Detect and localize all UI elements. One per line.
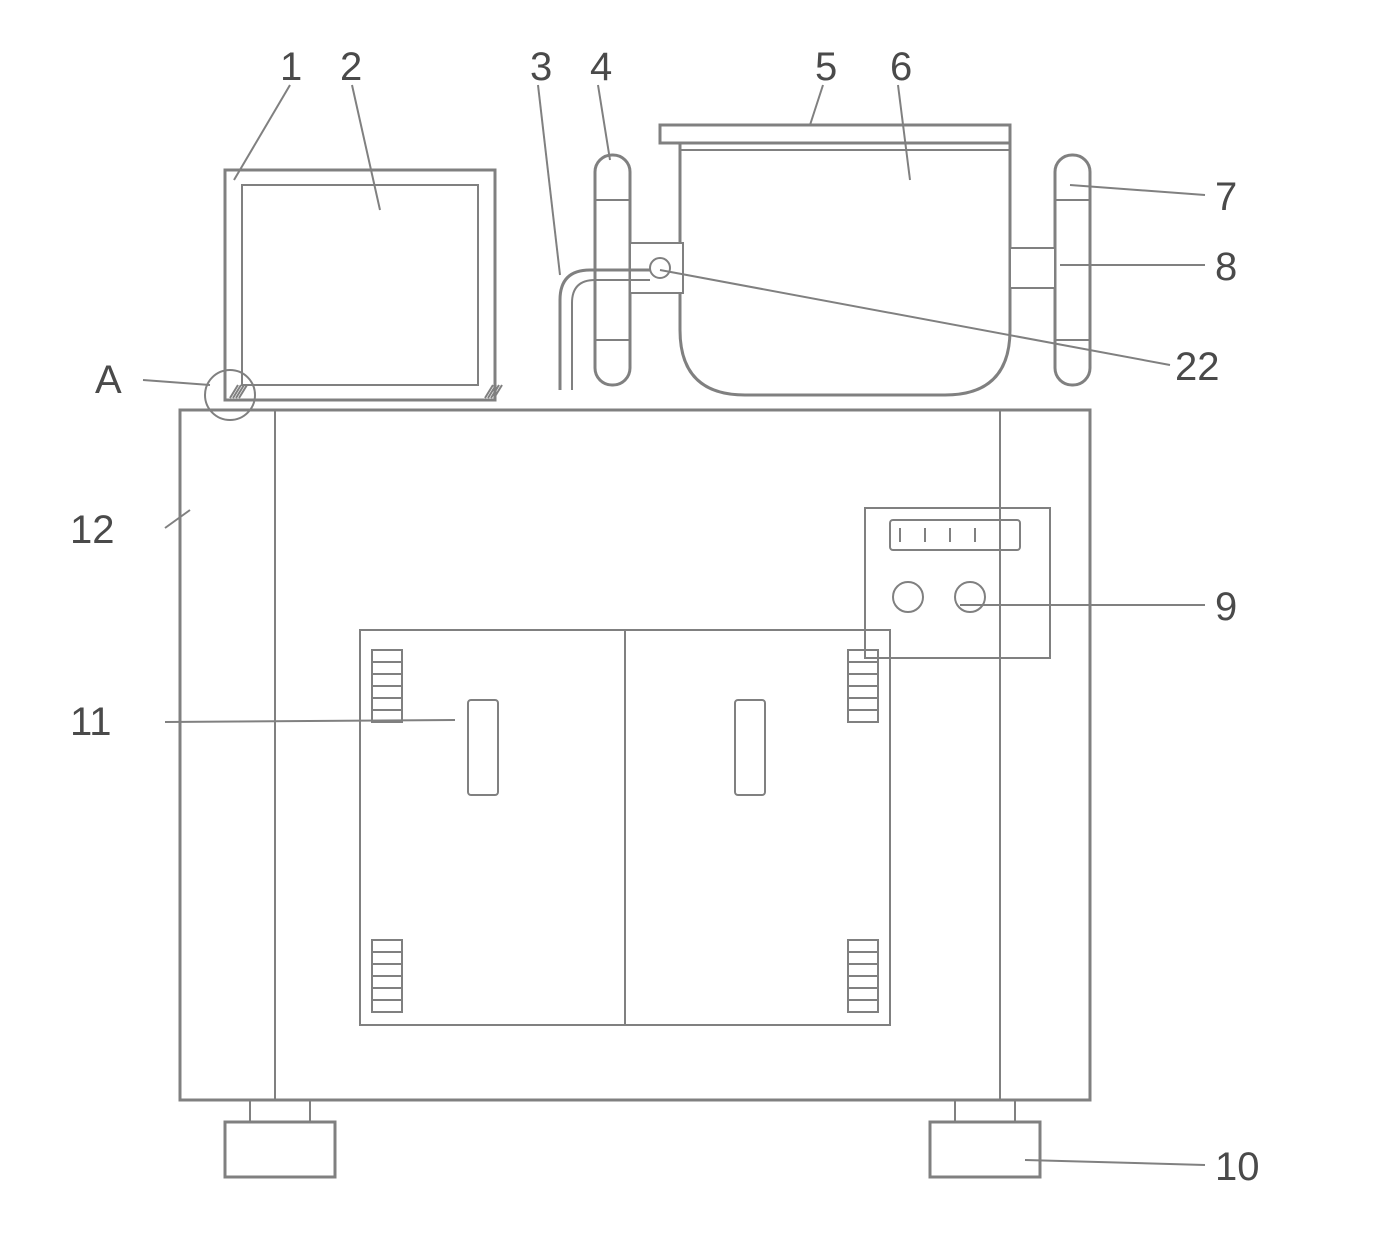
callout-label-l10: 10 (1215, 1145, 1260, 1190)
callout-label-l6: 6 (890, 45, 912, 90)
callout-label-lA: A (95, 358, 122, 403)
callout-label-l5: 5 (815, 45, 837, 90)
callout-label-l11: 11 (70, 700, 112, 745)
callout-label-l4: 4 (590, 45, 612, 90)
callout-label-l12: 12 (70, 508, 115, 553)
callout-label-l2: 2 (340, 45, 362, 90)
callout-label-l7: 7 (1215, 175, 1237, 220)
callout-label-l1: 1 (280, 45, 302, 90)
callout-label-l9: 9 (1215, 585, 1237, 630)
callout-label-l3: 3 (530, 45, 552, 90)
callout-label-l8: 8 (1215, 245, 1237, 290)
callout-label-l22: 22 (1175, 345, 1220, 390)
engineering-diagram (0, 0, 1390, 1249)
